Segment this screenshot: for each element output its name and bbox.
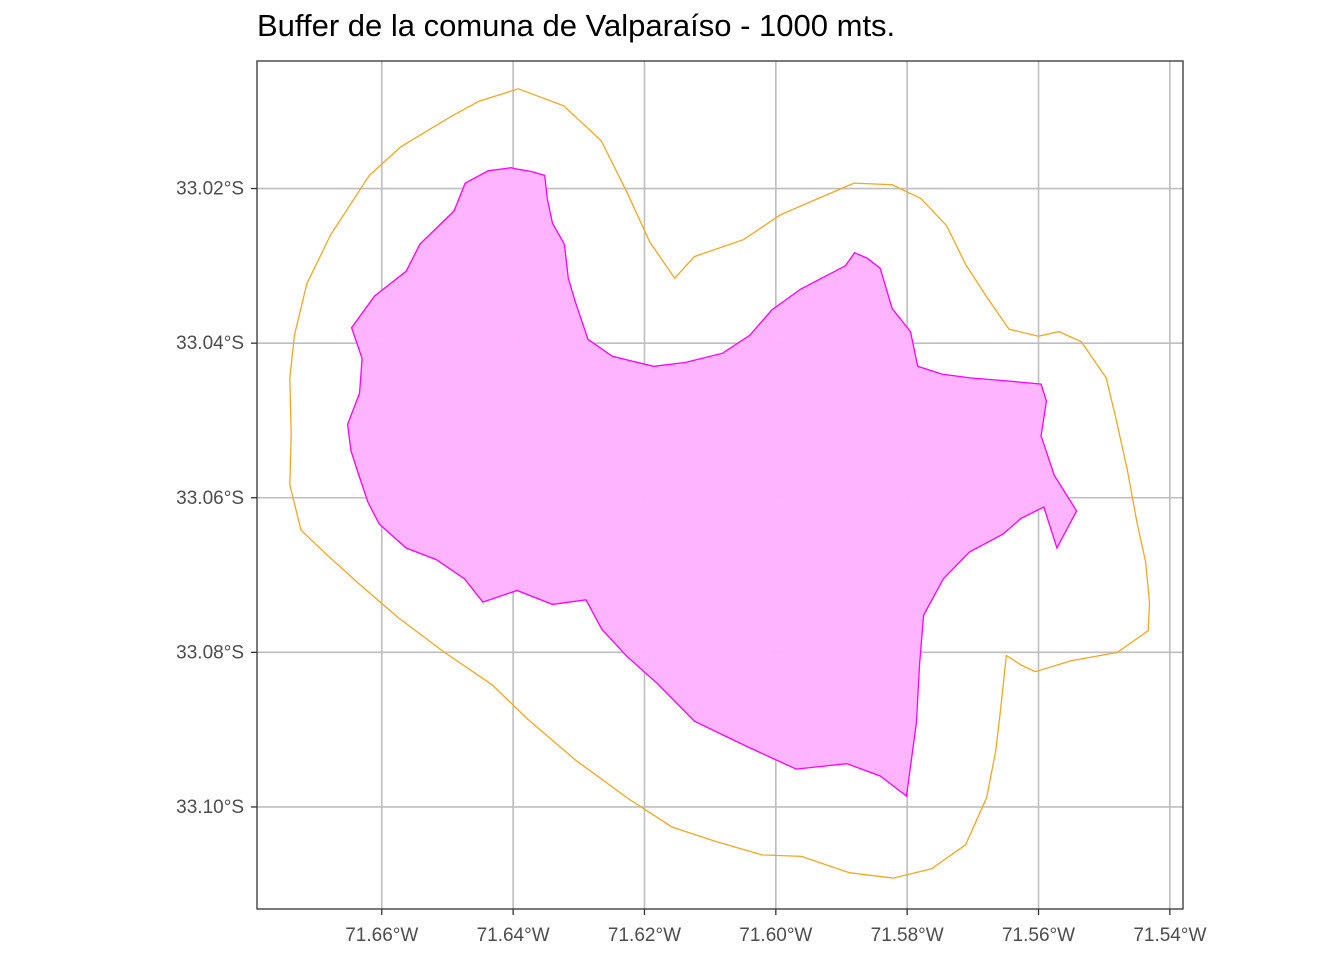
x-tick-label: 71.58°W xyxy=(871,925,944,946)
y-tick-label: 33.10°S xyxy=(176,797,244,818)
x-tick-label: 71.62°W xyxy=(608,925,681,946)
panel-border xyxy=(256,60,1184,910)
y-tick-label: 33.06°S xyxy=(176,488,244,509)
x-tick-label: 71.66°W xyxy=(345,925,418,946)
x-tick-label: 71.60°W xyxy=(739,925,812,946)
buffer-polygon xyxy=(289,88,1151,879)
x-tick-label: 71.56°W xyxy=(1002,925,1075,946)
x-tick-label: 71.64°W xyxy=(477,925,550,946)
comuna-polygon xyxy=(346,167,1078,798)
axis-ticks: 71.66°W 71.64°W 71.62°W 71.60°W 71.58°W 71.56… xyxy=(176,179,1206,946)
y-tick-label: 33.04°S xyxy=(176,333,244,354)
x-tick-label: 71.54°W xyxy=(1133,925,1206,946)
y-tick-label: 33.02°S xyxy=(176,179,244,200)
map-title: Buffer de la comuna de Valparaíso - 1000… xyxy=(257,8,896,43)
map-layers xyxy=(289,88,1151,879)
y-tick-label: 33.08°S xyxy=(176,642,244,663)
